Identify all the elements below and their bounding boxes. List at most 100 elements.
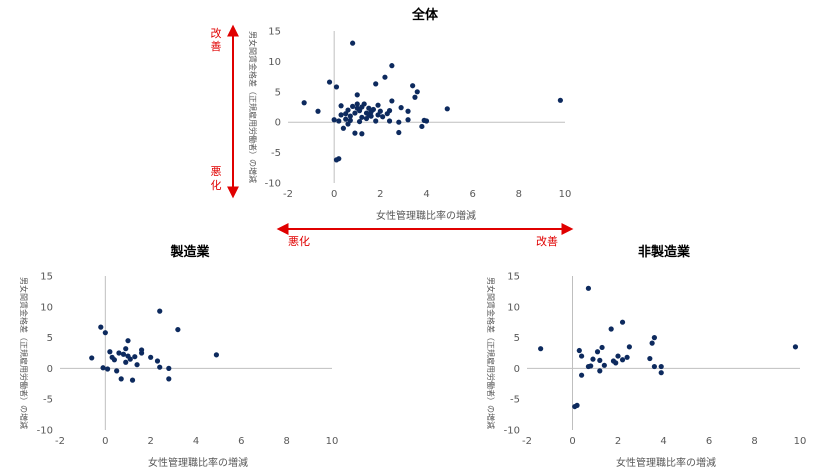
data-point <box>352 130 358 136</box>
data-point <box>315 108 321 114</box>
data-point <box>601 362 607 368</box>
data-point <box>350 40 356 46</box>
y-tick-label: 5 <box>514 333 520 344</box>
data-point <box>166 376 172 382</box>
vertical-arrow-annotation: 改 善 悪 化 <box>211 24 239 199</box>
data-point <box>139 347 145 353</box>
data-point <box>576 347 582 354</box>
data-point <box>336 118 342 124</box>
chart-title: 全体 <box>411 7 439 23</box>
data-point <box>405 108 411 114</box>
data-point <box>579 353 585 359</box>
x-tick-label: 6 <box>469 189 475 200</box>
y-tick-label: 0 <box>275 118 281 129</box>
data-point <box>647 355 653 362</box>
x-tick-label: 4 <box>423 189 429 200</box>
data-point <box>414 89 420 95</box>
data-point <box>333 84 340 90</box>
x-tick-label: 0 <box>331 189 337 200</box>
data-point <box>594 349 601 355</box>
data-point <box>347 113 353 119</box>
y-tick-label: 0 <box>514 364 520 375</box>
data-point <box>343 116 349 122</box>
data-point <box>585 285 592 291</box>
x-axis-label: 女性管理職比率の増減 <box>148 456 248 469</box>
data-point <box>352 110 358 116</box>
data-point <box>658 363 664 370</box>
data-point <box>166 365 172 371</box>
improve-label-vertical-2: 善 <box>211 39 222 53</box>
data-point <box>597 357 603 363</box>
plot-area: -2 0 2 4 6 8 10 15 10 5 0 -5 -10 <box>265 27 572 201</box>
data-point <box>792 344 799 350</box>
data-point <box>396 119 402 125</box>
data-point <box>608 326 614 332</box>
data-point <box>538 346 544 352</box>
x-tick-label: 0 <box>102 436 108 447</box>
data-point <box>326 79 333 85</box>
data-point <box>354 92 360 98</box>
x-tick-label: 2 <box>147 436 153 447</box>
horizontal-arrow-annotation: 悪化 改善 <box>276 223 574 248</box>
data-point <box>574 402 580 408</box>
data-point <box>380 114 386 120</box>
y-tick-label: 10 <box>507 302 520 313</box>
data-point <box>301 100 307 106</box>
data-point <box>175 326 181 333</box>
data-point <box>129 377 136 383</box>
x-tick-label: -2 <box>55 436 65 447</box>
worsen-label-horizontal: 悪化 <box>288 234 310 248</box>
x-tick-label: 4 <box>193 436 199 447</box>
data-point <box>359 131 365 137</box>
data-point <box>613 360 619 366</box>
y-tick-label: -5 <box>43 395 53 406</box>
x-tick-label: 2 <box>377 189 383 200</box>
data-point <box>354 101 360 107</box>
data-point <box>359 104 365 110</box>
chart-title: 非製造業 <box>638 244 691 260</box>
x-tick-label: 10 <box>559 189 572 200</box>
y-tick-label: 10 <box>40 302 53 313</box>
data-point <box>419 123 425 130</box>
x-tick-label: 0 <box>569 436 575 447</box>
data-point <box>345 121 351 127</box>
x-tick-label: 6 <box>706 436 712 447</box>
data-point <box>382 74 388 80</box>
data-point <box>375 102 381 108</box>
data-point <box>89 355 95 361</box>
x-tick-label: 8 <box>751 436 757 447</box>
chart-overall: 全体 -2 0 2 4 6 8 10 15 10 5 0 -5 -10 女性管理職比率の増減 男女間賃金… <box>248 7 571 222</box>
data-point <box>597 368 603 374</box>
data-point <box>213 352 219 358</box>
data-point <box>386 108 393 114</box>
y-axis-label: 男女間賃金格差（正規雇用労働者）の増減 <box>248 31 258 183</box>
data-point <box>599 344 605 351</box>
x-tick-label: 10 <box>794 436 807 447</box>
x-tick-label: -2 <box>283 189 293 200</box>
chart-title: 製造業 <box>169 244 210 260</box>
data-point <box>111 357 117 363</box>
chart-non-manufacturing: 非製造業 -2 0 2 4 6 8 10 15 10 5 0 -5 -10 女性管理職比率の増減 男女間… <box>486 244 806 469</box>
data-point <box>359 114 365 120</box>
y-tick-label: 15 <box>40 272 53 283</box>
data-point <box>389 98 395 104</box>
data-point <box>98 324 104 330</box>
data-point <box>100 365 106 371</box>
x-tick-label: -2 <box>522 436 532 447</box>
y-tick-label: 10 <box>268 57 281 68</box>
data-point <box>102 330 108 336</box>
data-point <box>148 354 154 360</box>
data-point <box>423 118 430 124</box>
data-point <box>619 357 626 363</box>
data-point <box>588 363 594 369</box>
data-point <box>123 359 129 365</box>
data-point <box>338 112 344 118</box>
data-point <box>615 353 621 359</box>
data-point <box>125 338 131 344</box>
data-point <box>116 350 122 356</box>
y-tick-label: -10 <box>37 426 53 437</box>
data-point <box>389 63 395 69</box>
x-tick-label: 10 <box>326 436 339 447</box>
data-point <box>123 346 129 352</box>
data-point <box>134 362 140 368</box>
